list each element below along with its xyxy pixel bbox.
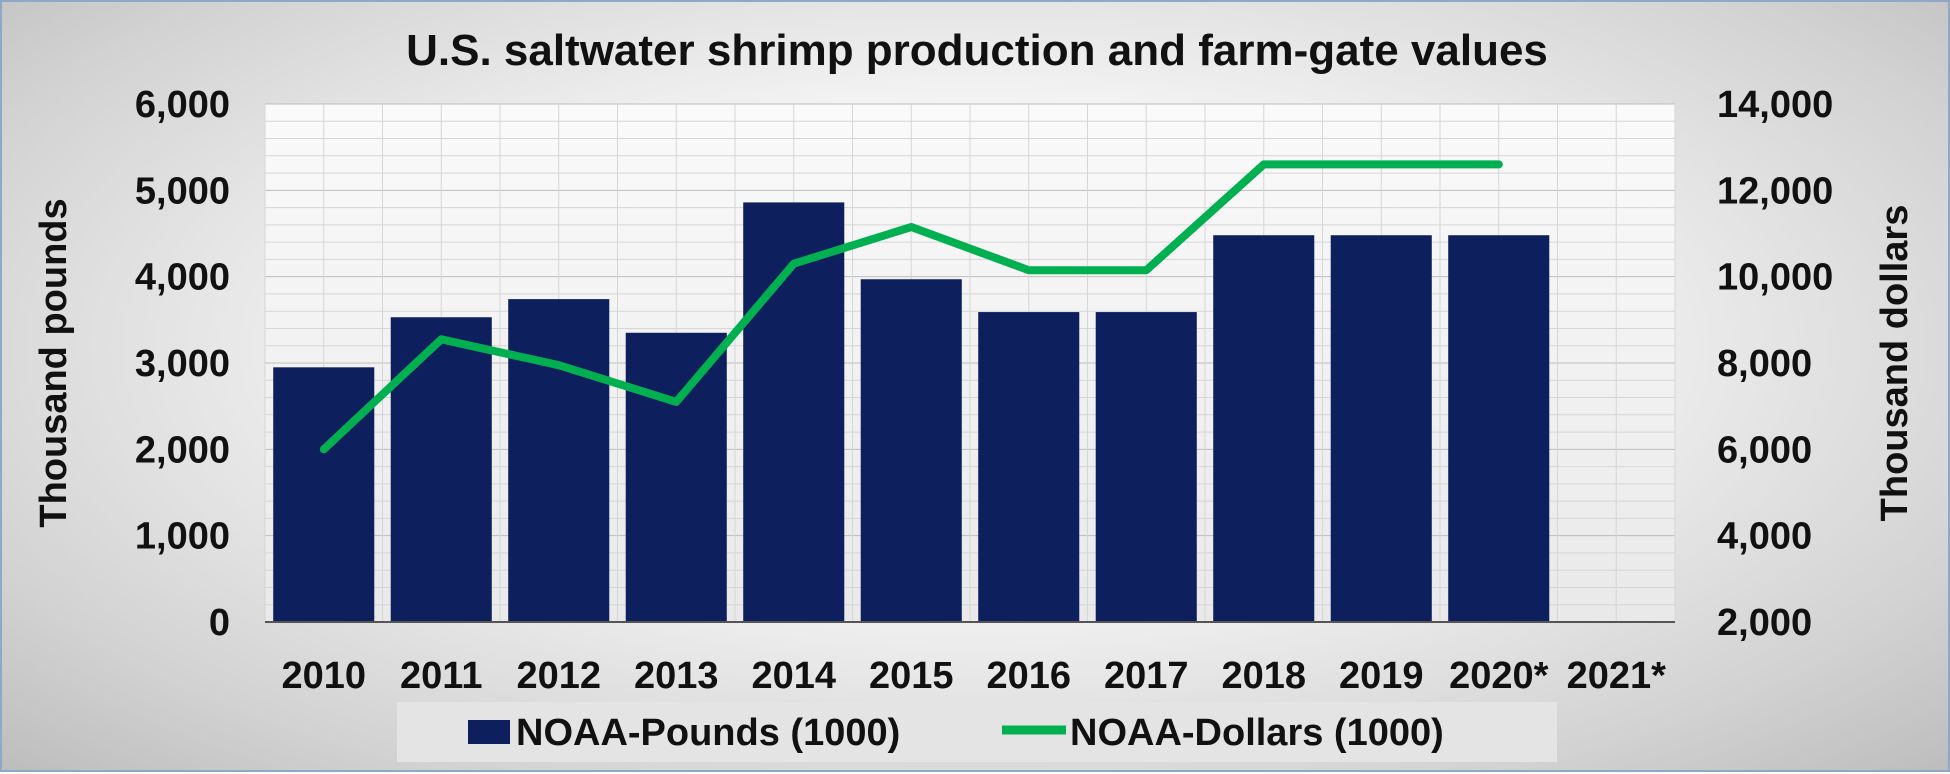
legend: NOAA-Pounds (1000) NOAA-Dollars (1000) — [397, 702, 1557, 762]
left-axis-ticks: 0 1,000 2,000 3,000 4,000 5,000 6,000 — [135, 84, 230, 644]
line-dollars — [319, 160, 1503, 454]
x-tick-label: 2017 — [1104, 655, 1189, 697]
chart-title: U.S. saltwater shrimp production and far… — [406, 26, 1548, 75]
legend-background — [397, 702, 1557, 762]
x-tick-label: 2010 — [281, 655, 366, 697]
right-tick-label: 12,000 — [1717, 170, 1833, 212]
x-tick-label: 2012 — [516, 655, 601, 697]
bar-pounds-2019 — [1330, 235, 1432, 622]
bar-pounds-2020 — [1448, 235, 1550, 622]
right-tick-label: 6,000 — [1717, 429, 1812, 471]
bar-pounds-2013 — [625, 332, 727, 622]
x-tick-label: 2018 — [1221, 655, 1306, 697]
left-tick-label: 5,000 — [135, 170, 230, 212]
right-axis-ticks: 2,000 4,000 6,000 8,000 10,000 12,000 14,000 — [1717, 84, 1833, 644]
bar-pounds-2015 — [860, 279, 962, 622]
x-tick-label: 2019 — [1339, 655, 1424, 697]
x-tick-label: 2016 — [986, 655, 1071, 697]
x-tick-label: 2021* — [1567, 655, 1667, 697]
x-tick-label: 2011 — [400, 655, 482, 697]
bar-series — [273, 202, 1550, 623]
x-axis-ticks: 2010 2011 2012 2013 2014 2015 2016 2017 2018 2019… — [281, 655, 1666, 697]
x-tick-label: 2020* — [1449, 655, 1549, 697]
bar-pounds-2011 — [390, 317, 492, 622]
left-tick-label: 4,000 — [135, 257, 230, 299]
right-tick-label: 4,000 — [1717, 516, 1812, 558]
bar-pounds-2014 — [743, 202, 845, 623]
left-tick-label: 0 — [209, 602, 230, 644]
bar-pounds-2018 — [1213, 235, 1315, 622]
legend-swatch-pounds — [468, 720, 510, 744]
right-tick-label: 8,000 — [1717, 343, 1812, 385]
right-tick-label: 14,000 — [1717, 84, 1833, 126]
legend-label-dollars: NOAA-Dollars (1000) — [1070, 712, 1444, 754]
bar-pounds-2016 — [978, 312, 1080, 622]
left-tick-label: 2,000 — [135, 429, 230, 471]
x-tick-label: 2014 — [751, 655, 836, 697]
right-tick-label: 2,000 — [1717, 602, 1812, 644]
x-tick-label: 2015 — [869, 655, 954, 697]
x-tick-label: 2013 — [634, 655, 719, 697]
legend-label-pounds: NOAA-Pounds (1000) — [516, 712, 900, 754]
left-axis-title: Thousand pounds — [33, 198, 75, 527]
right-axis-title: Thousand dollars — [1874, 205, 1916, 522]
line-series — [319, 160, 1503, 454]
left-tick-label: 3,000 — [135, 343, 230, 385]
left-tick-label: 1,000 — [135, 516, 230, 558]
right-tick-label: 10,000 — [1717, 257, 1833, 299]
bar-pounds-2017 — [1095, 312, 1197, 622]
left-tick-label: 6,000 — [135, 84, 230, 126]
bar-pounds-2012 — [508, 299, 610, 622]
bar-pounds-2010 — [273, 367, 375, 622]
